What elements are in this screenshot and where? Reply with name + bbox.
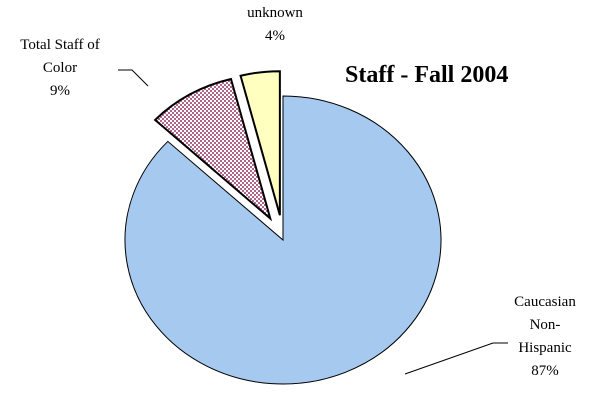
slice-label: Total Staff of Color 9% (5, 34, 115, 103)
value-label: 9% (50, 83, 70, 99)
category-label: unknown (247, 5, 303, 21)
value-label: 4% (265, 28, 285, 44)
pie-slice (239, 70, 281, 216)
category-label: Total Staff of Color (20, 37, 100, 76)
slice-label: Caucasian Non-Hispanic 87% (508, 291, 582, 383)
leader-line (118, 69, 149, 87)
category-label: Caucasian Non-Hispanic (514, 294, 576, 356)
chart-title: Staff - Fall 2004 (345, 62, 509, 88)
value-label: 87% (531, 363, 559, 379)
slice-label: unknown 4% (235, 2, 315, 48)
leader-line (404, 342, 508, 375)
pie-slice (153, 77, 273, 222)
pie-slice (124, 95, 442, 385)
